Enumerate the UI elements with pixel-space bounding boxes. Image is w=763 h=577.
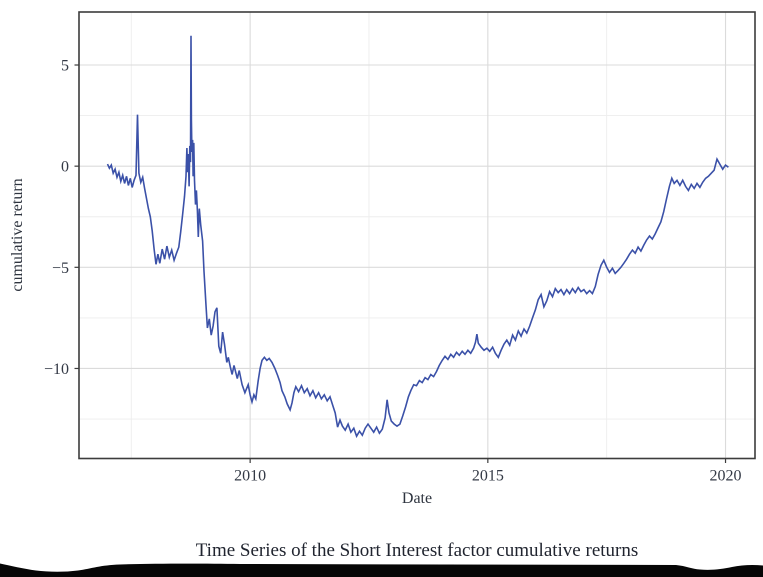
- series-line-group: [106, 35, 729, 439]
- y-tick-label: 5: [61, 58, 69, 75]
- y-tick-label: 0: [61, 159, 69, 176]
- axis-tick-labels: 2010 2015 2020 5 0 −5 −10: [44, 58, 742, 485]
- plot-panel-border: [78, 11, 756, 460]
- x-tick-label: 2015: [472, 468, 504, 485]
- scan-shadow-artifact: [0, 563, 763, 577]
- x-tick-label: 2020: [710, 468, 742, 485]
- y-tick-label: −5: [52, 260, 69, 277]
- y-axis-title: cumulative return: [9, 178, 26, 291]
- y-tick-label: −10: [44, 361, 69, 378]
- scan-shadow-shape: [0, 563, 763, 577]
- axis-tick-marks: [74, 64, 727, 463]
- cumulative-return-chart: 2010 2015 2020 5 0 −5 −10 Date cumulative retu…: [9, 11, 756, 507]
- figure-caption: Time Series of the Short Interest factor…: [195, 540, 639, 561]
- x-tick-label: 2010: [234, 468, 266, 485]
- data-line: [106, 35, 729, 439]
- x-axis-title: Date: [402, 490, 432, 507]
